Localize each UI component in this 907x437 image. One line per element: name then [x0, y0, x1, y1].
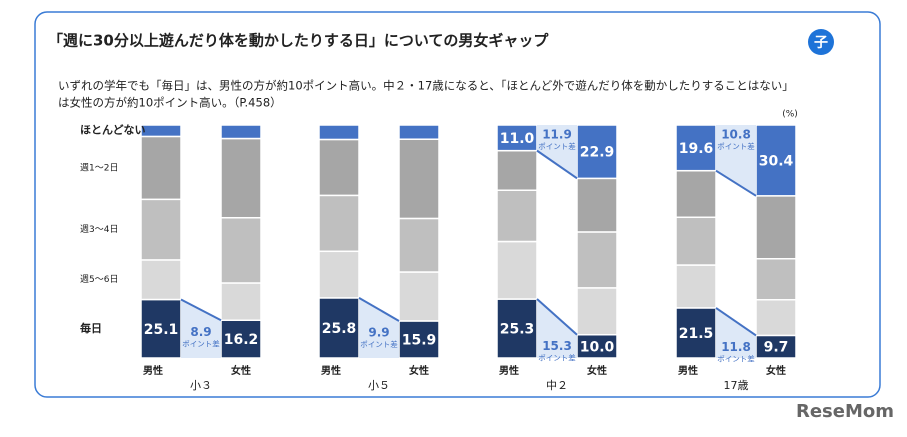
bar-segment: [675, 216, 717, 266]
note: は女性の方が約10ポイント高い。（P.458）: [58, 96, 282, 110]
bar-segment: [140, 259, 182, 301]
gap-value: 11.8: [721, 340, 751, 354]
gap-value: 8.9: [190, 325, 211, 339]
group-label: 小５: [368, 379, 390, 392]
gap-area: [181, 299, 221, 358]
gap-label: ポイント差: [182, 338, 220, 348]
value-label: 21.5: [679, 326, 714, 342]
bar-segment: [675, 307, 717, 359]
gap-label: ポイント差: [717, 141, 755, 151]
gap-value: 11.9: [542, 128, 572, 142]
bar-segment: [675, 169, 717, 219]
badge: 子: [814, 35, 828, 51]
bar-segment: [140, 124, 182, 138]
unit: (%): [782, 110, 798, 120]
bar-label: 女性: [766, 364, 786, 377]
value-label: 9.7: [764, 340, 789, 356]
bar-segment: [576, 287, 618, 336]
logo: ReseMom: [796, 401, 894, 422]
title: 「週に30分以上遊んだり体を動かしたりする日」についての男女ギャップ: [48, 32, 549, 50]
bar-segment: [318, 194, 360, 253]
value-label: 22.9: [580, 145, 615, 161]
bar-segment: [398, 271, 440, 322]
gap-label: ポイント差: [538, 353, 576, 363]
bar-segment: [675, 264, 717, 309]
bar-segment: [220, 216, 262, 284]
bar-segment: [220, 124, 262, 140]
bar-segment: [496, 240, 538, 300]
group-label: 17歳: [724, 379, 749, 392]
bar-label: 男性: [321, 364, 341, 377]
bar-label: 男性: [499, 364, 519, 377]
bar-segment: [496, 149, 538, 191]
value-label: 30.4: [759, 153, 794, 169]
gap-area: [537, 299, 577, 358]
bar-segment: [755, 257, 797, 301]
gap-line: [536, 149, 578, 180]
bar-label: 女性: [231, 364, 251, 377]
bar-segment: [318, 297, 360, 359]
value-label: 16.2: [224, 332, 259, 348]
bar-segment: [576, 124, 618, 180]
value-label: 11.0: [500, 131, 535, 147]
bar-segment: [398, 138, 440, 220]
gap-area: [716, 307, 756, 358]
gap-value: 15.3: [542, 339, 572, 353]
bar-segment: [318, 250, 360, 299]
bar-segment: [576, 177, 618, 233]
bar-segment: [496, 298, 538, 359]
bar-segment: [496, 189, 538, 243]
value-label: 25.3: [500, 322, 535, 338]
badge-circle: [808, 29, 834, 55]
bar-segment: [318, 138, 360, 197]
legend-label: ほとんどない: [80, 124, 145, 137]
legend-label: 毎日: [80, 321, 102, 335]
bar-segment: [755, 299, 797, 337]
bar-segment: [220, 137, 262, 219]
bar-segment: [318, 124, 360, 141]
gap-line: [536, 298, 578, 336]
gap-line: [180, 298, 222, 322]
bar-segment: [755, 195, 797, 260]
gap-line: [358, 297, 400, 322]
bar-segment: [140, 135, 182, 201]
note: いずれの学年でも「毎日」は、男性の方が約10ポイント高い。中２・17歳になると、…: [58, 79, 794, 93]
bar-segment: [496, 124, 538, 152]
bar-segment: [140, 198, 182, 261]
value-label: 19.6: [679, 141, 714, 157]
bar-label: 男性: [143, 364, 163, 377]
gap-area: [537, 125, 577, 179]
gap-label: ポイント差: [360, 339, 398, 349]
legend-label: 週5～6日: [80, 274, 118, 285]
gap-area: [716, 125, 756, 196]
gap-label: ポイント差: [717, 353, 755, 363]
bar-segment: [755, 124, 797, 197]
legend-label: 週1～2日: [80, 162, 118, 173]
bar-label: 女性: [409, 364, 429, 377]
group-label: 中２: [546, 379, 568, 392]
bar-segment: [398, 217, 440, 273]
value-label: 15.9: [402, 332, 437, 348]
bar-segment: [576, 231, 618, 289]
value-label: 25.8: [322, 321, 357, 337]
gap-value: 10.8: [721, 128, 751, 142]
gap-label: ポイント差: [538, 141, 576, 151]
value-label: 10.0: [580, 339, 615, 355]
bar-label: 男性: [678, 364, 698, 377]
gap-line: [715, 169, 757, 197]
bar-segment: [398, 124, 440, 140]
group-label: 小３: [190, 379, 212, 392]
legend-label: 週3～4日: [80, 224, 118, 235]
gap-value: 9.9: [368, 325, 389, 339]
bar-label: 女性: [587, 364, 607, 377]
bar-segment: [220, 282, 262, 322]
value-label: 25.1: [144, 322, 179, 338]
gap-area: [359, 297, 399, 358]
gap-line: [715, 307, 757, 337]
bar-segment: [675, 124, 717, 172]
